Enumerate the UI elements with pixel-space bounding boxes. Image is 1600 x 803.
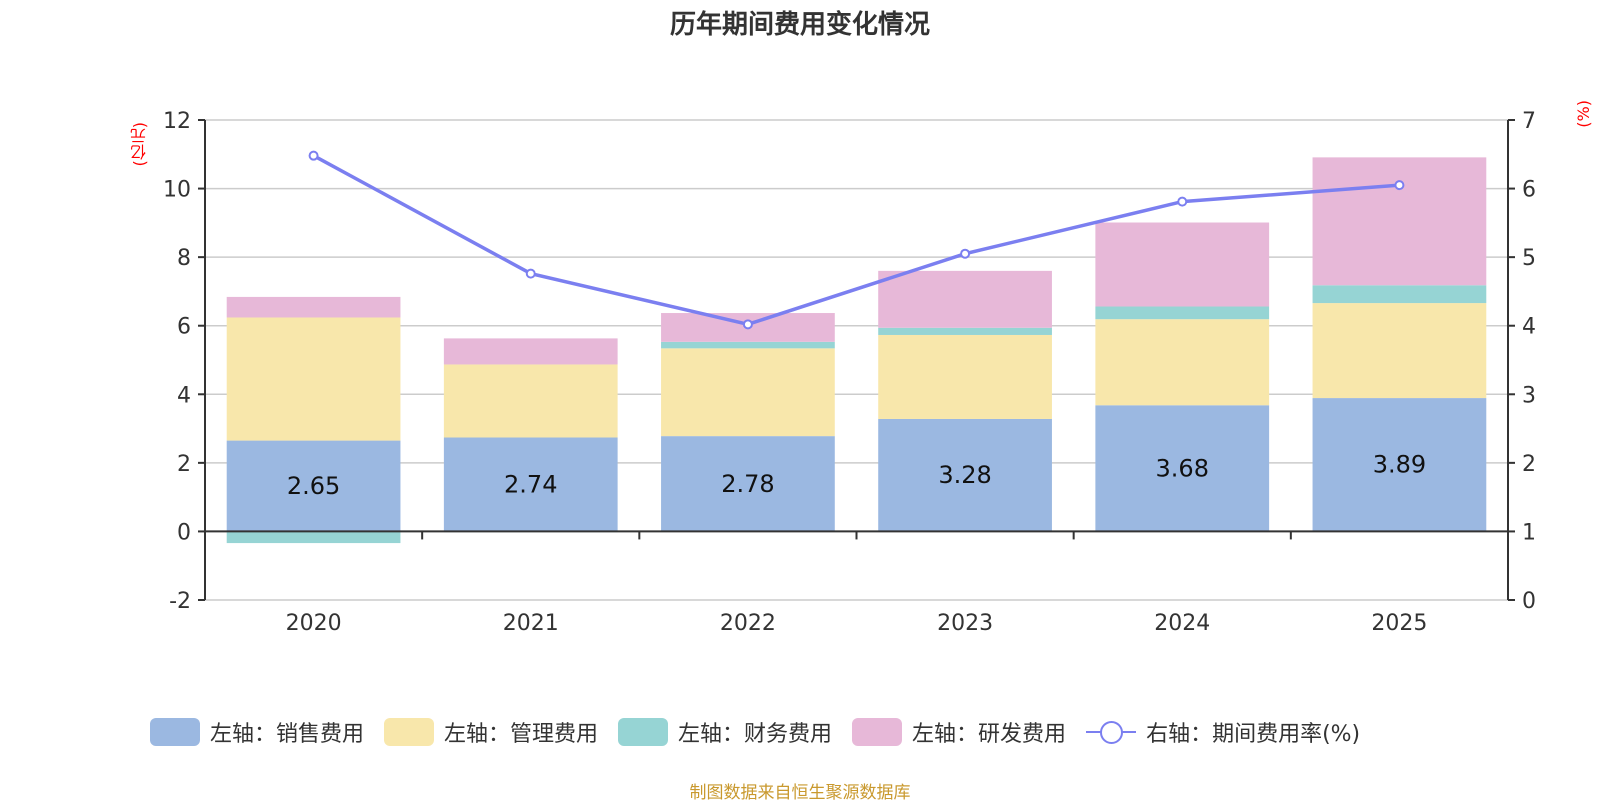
left-axis-tick-label: 2 [177,452,191,477]
left-axis-tick-label: 12 [163,109,191,134]
bar-segment-2025-3 [1312,157,1487,286]
right-axis-tick-label: 1 [1522,520,1536,545]
bar-segment-2020-0 [226,440,401,532]
data-labels: 2.65 2.74 2.78 3.28 3.68 3.89 [287,451,1426,500]
bar-segment-2022-1 [661,348,835,437]
data-source-note: 制图数据来自恒生聚源数据库 [689,783,911,803]
right-axis-tick-label: 6 [1522,178,1536,203]
bar-segment-2024-0 [1095,405,1270,532]
legend-swatch-admin [384,718,435,746]
bar-segment-2022-0 [661,436,835,532]
bar-segment-2020-3 [226,296,401,318]
bar-segment-2024-1 [1095,319,1270,406]
legend-label-sales: 左轴：销售费用 [210,722,365,747]
left-axis-tick-label: 8 [177,246,191,271]
bar-segment-2023-0 [878,418,1052,532]
x-axis-tick-label: 2024 [1154,611,1210,636]
bar-segment-2025-2 [1312,285,1487,304]
bar-segment-2025-0 [1312,398,1487,532]
x-axis-tick-label: 2020 [286,611,342,636]
legend-item-expense-ratio[interactable]: 右轴：期间费用率(%) [1086,716,1360,748]
expense-ratio-point-2024 [1177,196,1188,207]
legend-item-rnd[interactable]: 左轴：研发费用 [852,716,1066,748]
left-axis-tick-label: 10 [163,178,191,203]
bar-segment-2021-1 [443,364,618,438]
left-axis-tick-label: 0 [177,520,191,545]
legend-label-rnd: 左轴：研发费用 [912,722,1067,747]
right-axis-tick-label: 2 [1522,452,1536,477]
right-axis-tick-label: 0 [1522,589,1536,614]
legend-line-marker-icon [1086,718,1137,746]
legend-label-expense-ratio: 右轴：期间费用率(%) [1146,722,1361,747]
expense-ratio-point-2022 [742,319,753,330]
legend-swatch-sales [150,718,200,746]
bar-data-label: 3.68 [1156,454,1209,482]
bar-segment-2023-3 [878,270,1052,328]
legend-label-finance: 左轴：财务费用 [678,722,833,747]
expense-ratio-point-2025 [1394,180,1405,191]
legend-label-admin: 左轴：管理费用 [444,722,599,747]
bar-data-label: 3.28 [938,461,991,489]
bar-segment-2023-2 [878,327,1052,335]
expense-ratio-line [312,154,1400,327]
expense-ratio-point-2021 [525,268,536,279]
x-axis-tick-label: 2021 [503,611,559,636]
right-axis-tick-label: 5 [1522,246,1536,271]
bar-segment-2025-1 [1312,303,1487,399]
bar-segment-2020-1 [226,317,401,441]
x-axis-tick-label: 2023 [937,611,993,636]
bar-data-label: 2.65 [287,472,340,500]
x-axis-tick-label: 2025 [1371,611,1427,636]
right-axis-tick-label: 3 [1522,383,1536,408]
legend-item-finance[interactable]: 左轴：财务费用 [618,716,832,748]
legend-swatch-finance [618,718,669,746]
bar-data-label: 2.74 [504,470,557,498]
bar-segment-2024-3 [1095,222,1270,307]
left-axis-tick-label: 4 [177,383,191,408]
legend-swatch-rnd [852,718,903,746]
bar-series [226,157,1487,544]
left-axis-tick-label: 6 [177,315,191,340]
bar-data-label: 2.78 [721,470,774,498]
right-axis-tick-label: 7 [1522,109,1536,134]
bar-segment-2020-2 [226,531,401,544]
legend-item-admin[interactable]: 左轴：管理费用 [384,716,598,748]
bar-segment-2022-2 [661,341,835,349]
x-axis-tick-label: 2022 [720,611,776,636]
bar-segment-2023-1 [878,334,1052,419]
legend-item-sales[interactable]: 左轴：销售费用 [150,716,364,748]
left-axis-tick-label: -2 [169,589,191,614]
bar-data-label: 3.89 [1373,451,1426,479]
bar-segment-2021-0 [443,437,618,532]
line-series [308,150,1405,330]
legend: 左轴：销售费用 左轴：管理费用 左轴：财务费用 左轴：研发费用 右轴：期间费用率… [150,716,1380,748]
expense-ratio-point-2023 [960,248,971,259]
bar-segment-2021-3 [443,338,618,365]
bar-segment-2024-2 [1095,306,1270,320]
right-axis-tick-label: 4 [1522,315,1536,340]
chart-title: 历年期间费用变化情况 [669,10,930,40]
expense-ratio-point-2020 [308,150,319,161]
